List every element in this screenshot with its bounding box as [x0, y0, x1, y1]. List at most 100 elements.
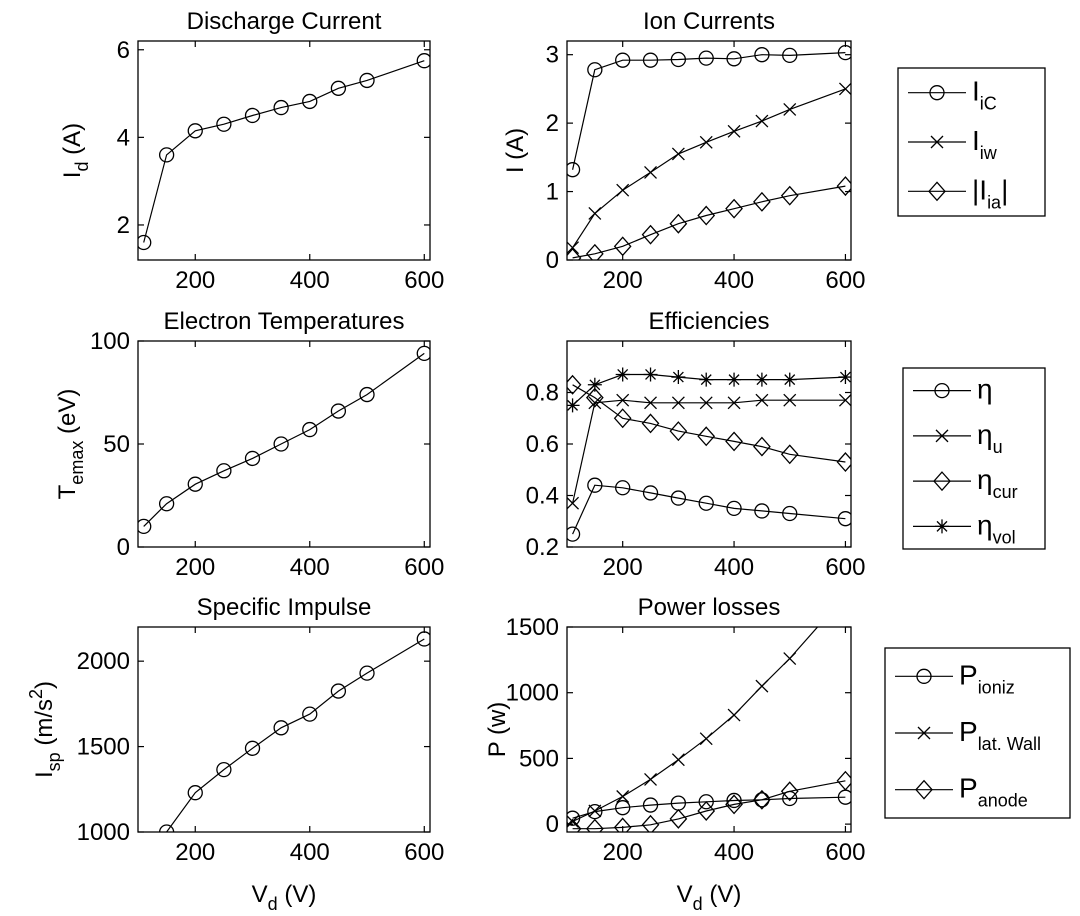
chart-title: Ion Currents [643, 8, 775, 35]
x-tick-label: 200 [175, 554, 215, 581]
chart-title: Efficiencies [649, 308, 770, 335]
data-point-1-8 [783, 652, 797, 665]
legend-marker [935, 519, 949, 534]
data-point-0-7 [754, 503, 770, 519]
data-point-0-3 [642, 797, 659, 813]
data-point-0-5 [698, 495, 714, 511]
data-point-2-0 [567, 818, 582, 832]
chart-power: Power losses 200 400 600 0 500 1000 1500 P (w) Vd… [484, 594, 865, 914]
y-tick-label: 0.8 [526, 380, 559, 407]
legend-marker [929, 85, 945, 101]
y-tick-label: 1 [546, 179, 559, 206]
series-line-0 [143, 352, 425, 527]
y-axis-label: Id (A) [59, 123, 92, 178]
data-point-0-1 [187, 785, 203, 801]
y-tick-label: 0 [117, 534, 130, 561]
data-point-2-4 [669, 421, 688, 442]
chart-discharge: Discharge Current 200 400 600 2 4 6 Id (A) [59, 8, 444, 294]
data-point-2-7 [753, 436, 771, 457]
data-point-0-5 [698, 794, 714, 810]
x-tick-label: 200 [603, 554, 643, 581]
data-point-2-5 [697, 800, 716, 821]
data-point-2-8 [780, 444, 799, 465]
x-tick-label: 400 [714, 267, 754, 294]
y-tick-label: 2000 [77, 648, 130, 675]
plot-frame [137, 340, 431, 548]
x-tick-label: 600 [825, 267, 865, 294]
legend-entry: ηvol [977, 509, 1016, 547]
legend-entry: ηcur [977, 464, 1018, 502]
y-tick-label: 0.4 [526, 483, 559, 510]
chart-eff: Efficiencies 200 400 600 0.2 0.4 0.6 0.8 [526, 308, 866, 581]
data-point-1-4 [671, 147, 685, 161]
data-point-2-4 [669, 808, 688, 829]
x-tick-label: 200 [603, 839, 643, 866]
data-point-2-8 [780, 781, 799, 802]
data-point-3-5 [699, 372, 714, 387]
y-tick-label: 2 [546, 110, 559, 137]
series-line-0 [572, 796, 846, 819]
legend-marker [935, 429, 949, 443]
y-tick-label: 1000 [77, 819, 130, 846]
data-point-0-4 [670, 490, 687, 506]
data-point-2-7 [753, 191, 771, 212]
data-point-2-4 [669, 213, 688, 234]
data-point-1-5 [699, 135, 713, 149]
data-point-1-5 [699, 396, 713, 410]
data-point-2-5 [697, 205, 716, 226]
data-point-1-3 [644, 772, 657, 786]
y-tick-label: 0 [546, 811, 559, 838]
x-tick-label: 200 [175, 839, 215, 866]
y-tick-label: 0.2 [526, 534, 559, 561]
data-point-1-7 [755, 114, 769, 128]
data-point-0-3 [642, 485, 659, 501]
x-tick-label: 200 [175, 267, 215, 294]
plot-frame [137, 626, 431, 833]
data-point-0-5 [302, 706, 318, 722]
legend: Pioniz Plat. Wall Panode [884, 647, 1071, 819]
data-point-1-8 [783, 393, 797, 407]
legend-entry: |Iia| [972, 174, 1008, 212]
series-line-2 [572, 185, 846, 259]
legend-marker [930, 135, 944, 149]
data-point-0-1 [587, 62, 603, 78]
series-layer [567, 44, 851, 260]
x-tick-label: 600 [404, 554, 444, 581]
series-line-3 [572, 373, 846, 406]
data-point-1-5 [699, 732, 713, 746]
chart-title: Discharge Current [187, 8, 382, 35]
data-point-0-0 [567, 162, 581, 178]
series-line-1 [572, 399, 846, 504]
x-tick-label: 200 [603, 267, 643, 294]
data-point-1-2 [616, 183, 630, 197]
series-line-0 [143, 60, 425, 243]
data-point-0-8 [782, 505, 798, 522]
x-tick-label: 600 [825, 554, 865, 581]
legend-entry: Panode [959, 773, 1028, 811]
data-point-0-5 [698, 50, 714, 66]
legend: IiC Iiw |Iia| [897, 67, 1046, 217]
legend-entry: Iiw [972, 125, 998, 163]
data-point-0-4 [273, 720, 289, 736]
data-point-0-6 [330, 683, 347, 699]
legend-entry: η [977, 374, 993, 405]
legend-frame [902, 367, 1046, 550]
chart-etemp: Electron Temperatures 200 400 600 0 50 100 Tema… [54, 308, 444, 581]
x-tick-label: 600 [404, 267, 444, 294]
data-point-3-2 [615, 367, 630, 382]
chart-title: Specific Impulse [197, 594, 372, 621]
data-point-0-3 [244, 740, 261, 756]
chart-isp: Specific Impulse 200 400 600 1000 1500 2000 Isp… [26, 594, 444, 914]
series-layer [567, 627, 851, 832]
data-point-0-1 [587, 477, 603, 493]
y-axis-label: I (A) [502, 128, 529, 173]
data-point-2-2 [613, 817, 632, 832]
data-point-1-1 [588, 804, 602, 818]
data-point-3-1 [587, 377, 602, 392]
data-point-3-7 [754, 372, 769, 387]
data-point-2-9 [836, 176, 851, 197]
legend-entry: Plat. Wall [959, 716, 1041, 754]
data-point-2-1 [585, 387, 604, 408]
legend-marker [916, 668, 932, 684]
data-point-0-1 [158, 147, 175, 163]
